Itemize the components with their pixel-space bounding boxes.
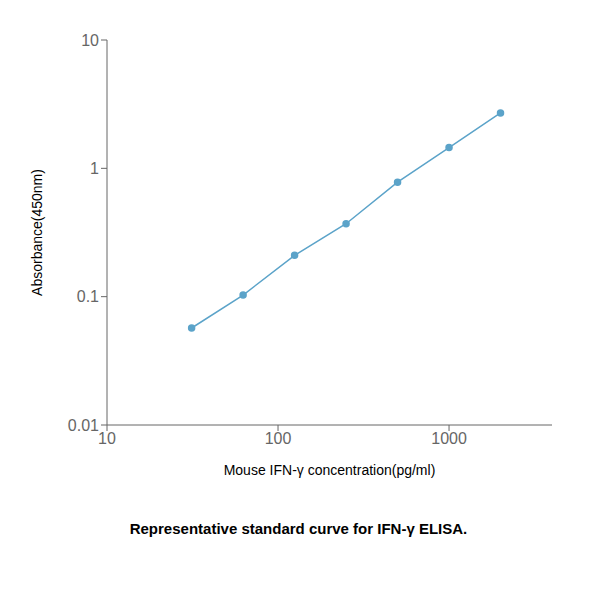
svg-text:1000: 1000	[431, 430, 467, 447]
svg-text:10: 10	[98, 430, 116, 447]
html-text:Representative standard curve: Representative standard curve for IFN-γ …	[129, 520, 468, 537]
svg-text:0.1: 0.1	[77, 288, 99, 305]
svg-text:1: 1	[90, 160, 99, 177]
svg-text:100: 100	[265, 430, 292, 447]
svg-text:Absorbance(450nm): Absorbance(450nm)	[29, 169, 45, 296]
svg-text:10: 10	[81, 32, 99, 49]
svg-text:0.01: 0.01	[68, 417, 99, 434]
svg-text:Mouse IFN-γ concentration(pg/m: Mouse IFN-γ concentration(pg/ml)	[224, 462, 436, 478]
